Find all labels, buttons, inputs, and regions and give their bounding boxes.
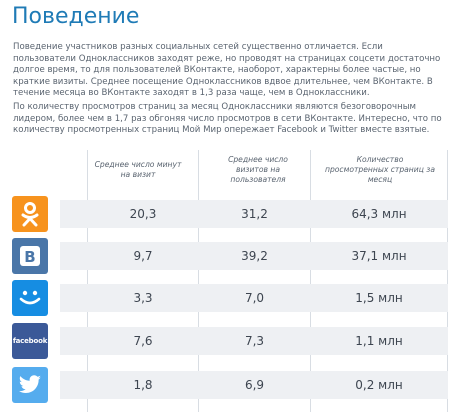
header-minutes-per-visit: Среднее число минут на визит: [94, 160, 182, 179]
table-cell: 3,3: [133, 291, 153, 305]
intro-paragraph: Поведение участников разных социальных с…: [13, 42, 441, 99]
table-cell: 1,5 млн: [355, 291, 403, 305]
table-row: facebook 7,6 7,3 1,1 млн: [0, 323, 457, 359]
table-cell: 6,9: [244, 378, 265, 392]
row-band: [60, 371, 448, 399]
page-title: Поведение: [12, 4, 140, 29]
column-divider: [87, 150, 88, 412]
table-cell: 20,3: [129, 207, 157, 221]
table-cell: 1,8: [133, 378, 153, 392]
facebook-icon: facebook: [12, 323, 48, 359]
table-row: 20,3 31,2 64,3 млн: [0, 196, 457, 232]
table-cell: 7,3: [244, 334, 265, 348]
table-cell: 64,3 млн: [351, 207, 407, 221]
row-band: [60, 200, 448, 228]
row-band: [60, 284, 448, 312]
row-band: [60, 242, 448, 270]
twitter-icon: [12, 367, 48, 403]
table-cell: 37,1 млн: [351, 249, 407, 263]
table-cell: 7,6: [133, 334, 153, 348]
header-visits-per-user: Среднее число визитов на пользователя: [228, 155, 288, 184]
table-cell: 39,2: [241, 249, 268, 263]
table-row: 3,3 7,0 1,5 млн: [0, 280, 457, 316]
column-divider: [447, 150, 448, 412]
header-pageviews-per-month: Количество просмотренных страниц за меся…: [325, 155, 435, 184]
table-cell: 31,2: [241, 207, 268, 221]
odnoklassniki-icon: [12, 196, 48, 232]
moi-mir-icon: [12, 280, 48, 316]
row-band: [60, 327, 448, 355]
vkontakte-icon: В: [12, 238, 48, 274]
svg-text:В: В: [24, 248, 35, 266]
table-cell: 1,1 млн: [355, 334, 403, 348]
table-row: 1,8 6,9 0,2 млн: [0, 367, 457, 403]
column-divider: [198, 150, 199, 412]
table-cell: 7,0: [244, 291, 265, 305]
table-row: В 9,7 39,2 37,1 млн: [0, 238, 457, 274]
pageviews-paragraph: По количеству просмотров страниц за меся…: [13, 102, 442, 136]
table-cell: 9,7: [133, 249, 153, 263]
facebook-logo-text: facebook: [12, 337, 48, 345]
table-cell: 0,2 млн: [355, 378, 403, 392]
column-divider: [310, 150, 311, 412]
